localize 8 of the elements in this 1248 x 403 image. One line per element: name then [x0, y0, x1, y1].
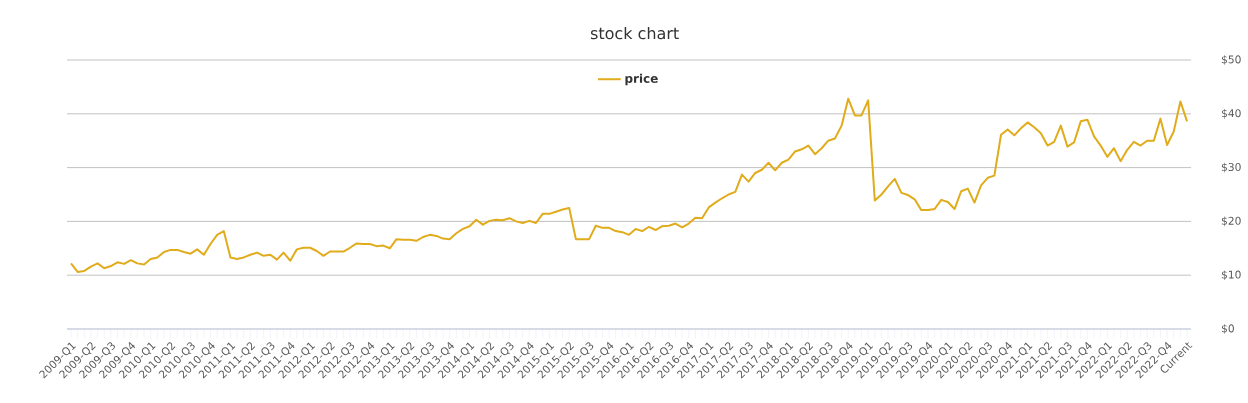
- y-tick-label: $30: [1221, 162, 1241, 173]
- y-tick-label: $20: [1221, 216, 1241, 227]
- y-tick-label: $40: [1221, 108, 1241, 119]
- legend-label: price: [625, 73, 658, 86]
- y-tick-label: $10: [1221, 270, 1241, 281]
- chart-title: stock chart: [590, 26, 679, 40]
- y-tick-label: $50: [1221, 55, 1241, 65]
- y-tick-label: $0: [1221, 324, 1234, 334]
